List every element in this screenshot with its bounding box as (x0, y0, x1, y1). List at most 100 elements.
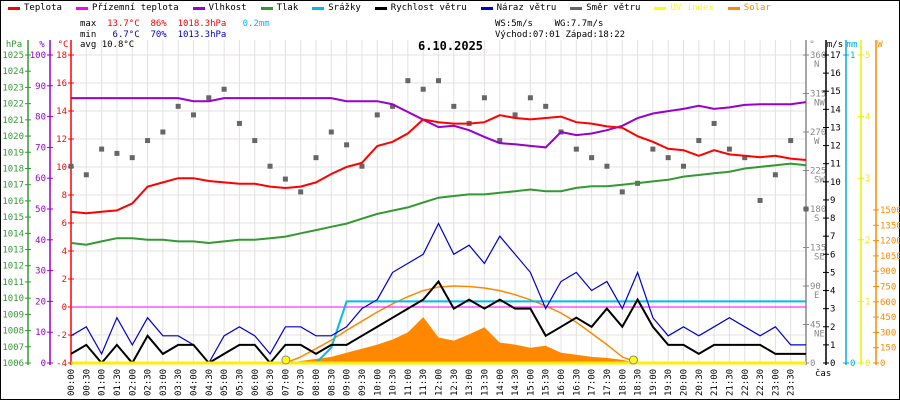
humidity-tick-label: 0 (41, 359, 46, 369)
pressure-tick-label: 1020 (2, 132, 24, 142)
pressure-tick-label: 1007 (2, 343, 24, 353)
solar-tick-label: 0 (880, 359, 885, 369)
time-tick-label: 01:00 (98, 369, 108, 396)
sunset: Západ:18:22 (565, 30, 626, 40)
temperature-tick-label: 10 (56, 163, 67, 173)
max-pressure: 1018.3hPa (177, 19, 227, 29)
sun-marker (281, 355, 291, 365)
time-tick-label: 03:00 (159, 369, 169, 396)
time-tick-label: 06:00 (251, 369, 261, 396)
avg-temp: 10.8°C (101, 40, 135, 50)
temperature-tick-label: 2 (62, 275, 67, 285)
humidity-tick-label: 40 (35, 236, 46, 246)
time-tick-label: 15:30 (542, 369, 552, 396)
stats-max: max 13.7°C 86% 1018.3hPa 0.2mm (80, 19, 270, 29)
direction-tick-label: 0 (810, 359, 815, 369)
solar-tick-label: 600 (880, 298, 896, 308)
time-tick-label: 04:00 (190, 369, 200, 396)
wind-tick-label: 2 (830, 323, 835, 333)
wind-speed-max: WS:5m/s (495, 19, 533, 29)
wind-direction-point (543, 103, 549, 109)
wind-direction-point (390, 103, 396, 109)
time-tick-label: 07:30 (297, 369, 307, 396)
stats-min: min 6.7°C 70% 1013.3hPa (80, 30, 226, 40)
time-tick-label: 14:00 (496, 369, 506, 396)
time-tick-label: 15:00 (526, 369, 536, 396)
time-tick-label: 12:30 (450, 369, 460, 396)
wind-tick-label: 9 (830, 196, 835, 206)
time-tick-label: 01:30 (113, 369, 123, 396)
time-tick-label: 16:00 (557, 369, 567, 396)
time-tick-label: 12:00 (435, 369, 445, 396)
wind-direction-point (344, 142, 350, 148)
uv-tick-label: 4 (865, 113, 870, 123)
rain-unit-label: mm (847, 40, 858, 50)
time-tick-label: 23:00 (771, 369, 781, 396)
wind-tick-label: 14 (830, 105, 841, 115)
humidity-tick-label: 10 (35, 328, 46, 338)
temperature-tick-label: -4 (56, 359, 67, 369)
humidity-tick-label: 60 (35, 174, 46, 184)
wind-direction-point (252, 138, 258, 144)
wind-tick-label: 16 (830, 69, 841, 79)
time-tick-label: 11:00 (404, 369, 414, 396)
pressure-tick-label: 1025 (2, 51, 24, 61)
legend-swatch (654, 6, 667, 10)
wind-direction-point (451, 103, 457, 109)
direction-tick-label: 45 (810, 321, 821, 331)
wind-tick-label: 11 (830, 160, 841, 170)
rain-tick-label: 1 (850, 51, 855, 61)
solar-tick-label: 300 (880, 328, 896, 338)
temperature-tick-label: -2 (56, 331, 67, 341)
time-tick-label: 05:30 (235, 369, 245, 396)
time-tick-label: 02:30 (144, 369, 154, 396)
legend-swatch (727, 6, 740, 10)
direction-compass-label: NW (814, 99, 825, 109)
time-tick-label: 21:30 (725, 369, 735, 396)
direction-compass-label: E (814, 291, 819, 301)
temperature-tick-label: 14 (56, 107, 67, 117)
uv-tick-label: 5 (865, 51, 870, 61)
pressure-tick-label: 1009 (2, 310, 24, 320)
temperature-tick-label: 12 (56, 135, 67, 145)
time-tick-label: 16:30 (572, 369, 582, 396)
wind-direction-point (68, 163, 74, 169)
direction-tick-label: 315 (810, 90, 826, 100)
direction-tick-label: 270 (810, 128, 826, 138)
humidity-tick-label: 20 (35, 297, 46, 307)
wind-direction-point (191, 112, 196, 118)
solar-tick-label: 1050 (880, 252, 900, 262)
uv-tick-label: 3 (865, 174, 870, 184)
legend-item: Směr větru (570, 3, 640, 13)
time-tick-label: 23:30 (787, 369, 797, 396)
time-tick-label: 10:00 (373, 369, 383, 396)
legend-item: UV index (654, 3, 714, 13)
pressure-tick-label: 1012 (2, 262, 24, 272)
legend-swatch (260, 6, 273, 10)
legend: Teplota Přízemní teplota Vlhkost Tlak Srážky… (8, 3, 771, 13)
legend-item: Vlhkost (192, 3, 247, 13)
time-tick-label: 09:30 (358, 369, 368, 396)
time-tick-label: 22:30 (756, 369, 766, 396)
time-tick-label: 17:30 (603, 369, 613, 396)
pressure-tick-label: 1015 (2, 213, 24, 223)
legend-swatch (75, 6, 88, 10)
pressure-tick-label: 1023 (2, 83, 24, 93)
pressure-tick-label: 1022 (2, 100, 24, 110)
max-temp: 13.7°C (107, 19, 140, 29)
sunrise: Východ:07:01 (495, 30, 561, 40)
pressure-tick-label: 1021 (2, 116, 24, 126)
legend-label: Srážky (328, 3, 361, 13)
humidity-tick-label: 30 (35, 267, 46, 277)
direction-compass-label: W (814, 137, 820, 147)
legend-label: Teplota (24, 3, 62, 13)
time-tick-label: 06:30 (266, 369, 276, 396)
pressure-tick-label: 1010 (2, 294, 24, 304)
legend-swatch (192, 6, 205, 10)
time-tick-label: 21:00 (710, 369, 720, 396)
time-tick-label: 11:30 (419, 369, 429, 396)
time-tick-label: 04:30 (205, 369, 215, 396)
sun-marker (628, 355, 638, 365)
temperature-unit-label: °C (58, 40, 69, 50)
